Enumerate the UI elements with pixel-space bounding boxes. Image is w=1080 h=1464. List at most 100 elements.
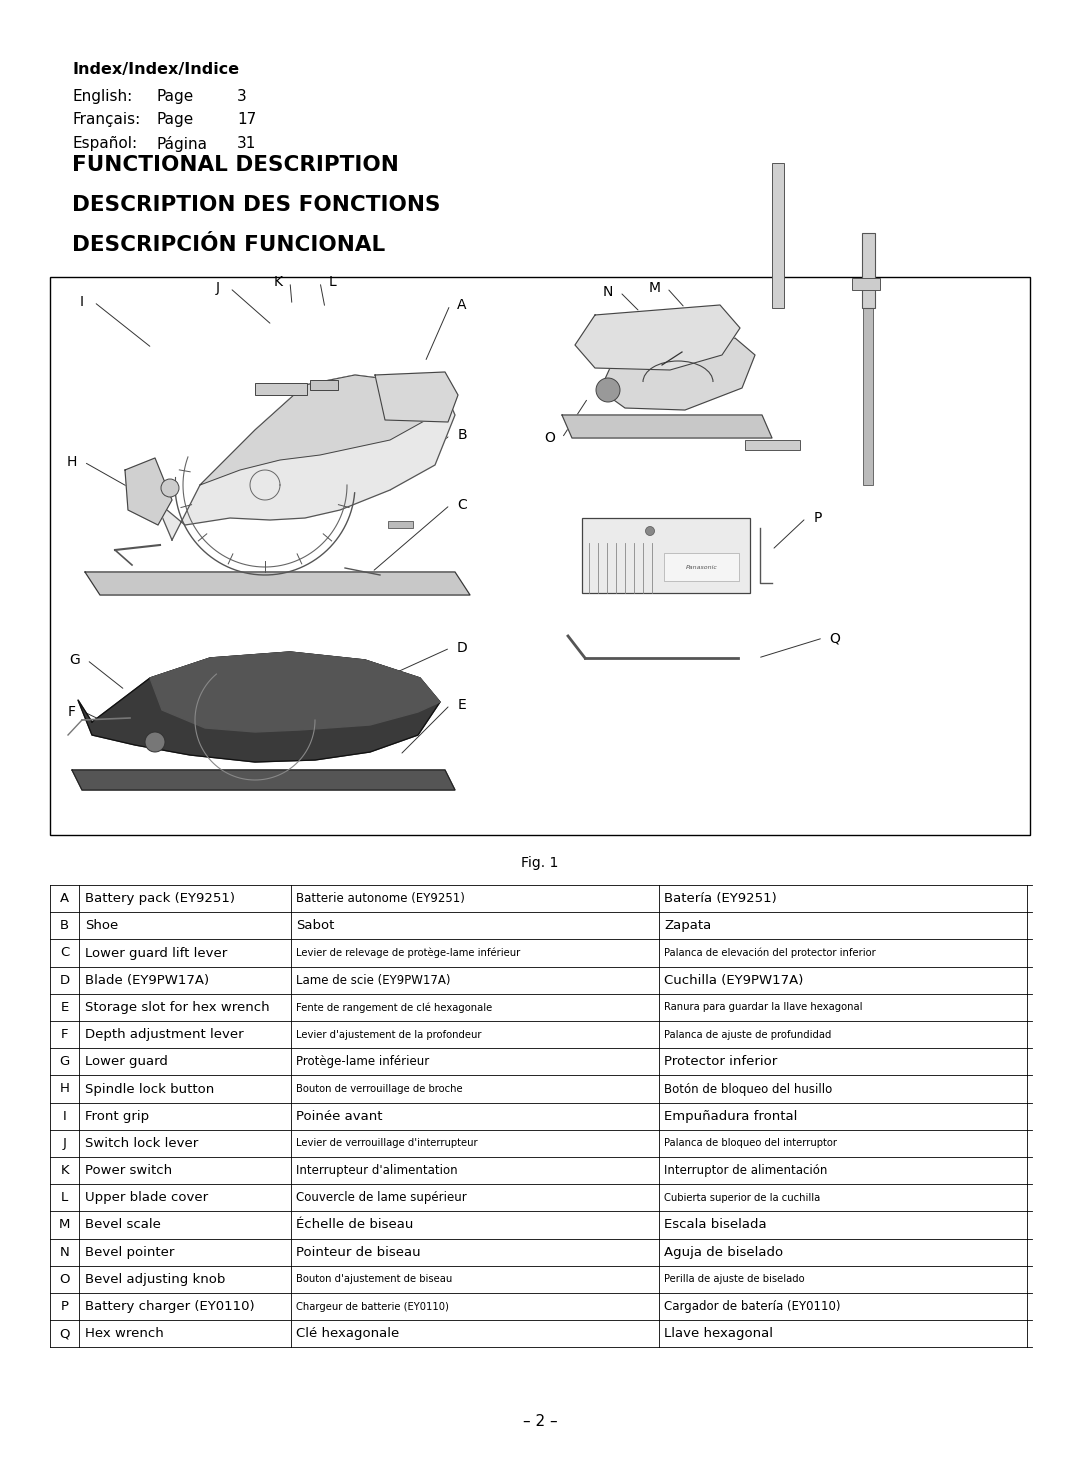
Text: Español:: Español: — [72, 136, 137, 151]
Text: Bevel pointer: Bevel pointer — [85, 1246, 174, 1259]
Text: Perilla de ajuste de biselado: Perilla de ajuste de biselado — [664, 1274, 805, 1284]
Text: L: L — [328, 275, 336, 288]
Polygon shape — [375, 372, 458, 422]
Text: G: G — [59, 1056, 70, 1069]
Polygon shape — [72, 770, 455, 791]
Text: G: G — [69, 653, 80, 668]
Text: Protège-lame inférieur: Protège-lame inférieur — [296, 1056, 430, 1069]
Text: H: H — [59, 1082, 70, 1095]
Text: DESCRIPCIÓN FUNCIONAL: DESCRIPCIÓN FUNCIONAL — [72, 236, 386, 255]
Text: – 2 –: – 2 – — [523, 1414, 557, 1429]
Bar — [255, 384, 307, 395]
Text: C: C — [457, 498, 467, 512]
Text: Battery charger (EY0110): Battery charger (EY0110) — [85, 1300, 255, 1313]
Bar — [388, 521, 413, 529]
Text: Battery pack (EY9251): Battery pack (EY9251) — [85, 892, 235, 905]
Text: E: E — [458, 698, 467, 712]
Text: J: J — [63, 1138, 67, 1149]
Text: Échelle de biseau: Échelle de biseau — [296, 1218, 414, 1231]
Circle shape — [646, 527, 654, 536]
Text: Batería (EY9251): Batería (EY9251) — [664, 892, 778, 905]
Text: Pointeur de biseau: Pointeur de biseau — [296, 1246, 421, 1259]
Text: I: I — [80, 296, 84, 309]
Text: Storage slot for hex wrench: Storage slot for hex wrench — [85, 1001, 270, 1015]
Text: Página: Página — [157, 136, 208, 151]
Bar — [582, 518, 750, 593]
Text: O: O — [544, 430, 555, 445]
Text: M: M — [59, 1218, 70, 1231]
Polygon shape — [150, 651, 440, 732]
Text: 31: 31 — [237, 136, 256, 151]
Polygon shape — [78, 651, 440, 761]
Text: Bouton d'ajustement de biseau: Bouton d'ajustement de biseau — [296, 1274, 453, 1284]
Text: Palanca de bloqueo del interruptor: Palanca de bloqueo del interruptor — [664, 1139, 837, 1148]
Text: Lower guard lift lever: Lower guard lift lever — [85, 947, 227, 959]
Text: Page: Page — [157, 88, 194, 104]
Text: Upper blade cover: Upper blade cover — [85, 1192, 208, 1205]
Text: K: K — [60, 1164, 69, 1177]
Text: A: A — [60, 892, 69, 905]
Text: 3: 3 — [237, 88, 246, 104]
Text: Page: Page — [157, 113, 194, 127]
Text: Poinée avant: Poinée avant — [296, 1110, 382, 1123]
Text: Ranura para guardar la llave hexagonal: Ranura para guardar la llave hexagonal — [664, 1003, 863, 1013]
Text: P: P — [60, 1300, 69, 1313]
Bar — [862, 233, 875, 307]
Text: Levier de relevage de protège-lame inférieur: Levier de relevage de protège-lame infér… — [296, 947, 521, 959]
Text: English:: English: — [72, 88, 132, 104]
Text: Palanca de elevación del protector inferior: Palanca de elevación del protector infer… — [664, 947, 876, 959]
Text: D: D — [59, 974, 70, 987]
Text: Bouton de verrouillage de broche: Bouton de verrouillage de broche — [296, 1083, 462, 1094]
Text: Palanca de ajuste de profundidad: Palanca de ajuste de profundidad — [664, 1029, 832, 1039]
Bar — [852, 278, 880, 290]
Text: Levier de verrouillage d'interrupteur: Levier de verrouillage d'interrupteur — [296, 1139, 477, 1148]
Text: D: D — [457, 641, 468, 654]
Polygon shape — [85, 572, 470, 594]
Text: Q: Q — [59, 1328, 70, 1341]
Text: Index/Index/Indice: Index/Index/Indice — [72, 61, 239, 78]
Text: L: L — [62, 1192, 68, 1205]
Text: DESCRIPTION DES FONCTIONS: DESCRIPTION DES FONCTIONS — [72, 195, 441, 215]
Text: E: E — [60, 1001, 69, 1015]
Polygon shape — [600, 338, 755, 410]
Text: H: H — [67, 455, 77, 468]
Text: Depth adjustment lever: Depth adjustment lever — [85, 1028, 244, 1041]
Text: B: B — [457, 427, 467, 442]
Text: Chargeur de batterie (EY0110): Chargeur de batterie (EY0110) — [296, 1301, 449, 1312]
Bar — [772, 163, 784, 307]
Text: Couvercle de lame supérieur: Couvercle de lame supérieur — [296, 1192, 467, 1205]
Text: F: F — [60, 1028, 68, 1041]
Text: Bevel scale: Bevel scale — [85, 1218, 161, 1231]
Polygon shape — [156, 375, 455, 540]
Polygon shape — [125, 458, 172, 526]
Bar — [50, 277, 1030, 834]
Bar — [863, 305, 873, 485]
Text: I: I — [63, 1110, 67, 1123]
Bar — [745, 441, 800, 449]
Text: Zapata: Zapata — [664, 919, 712, 933]
Text: Fig. 1: Fig. 1 — [522, 856, 558, 870]
Text: Blade (EY9PW17A): Blade (EY9PW17A) — [85, 974, 210, 987]
Text: Interruptor de alimentación: Interruptor de alimentación — [664, 1164, 827, 1177]
Circle shape — [145, 732, 165, 752]
Text: O: O — [59, 1272, 70, 1285]
Polygon shape — [575, 305, 740, 370]
Text: 17: 17 — [237, 113, 256, 127]
Text: Front grip: Front grip — [85, 1110, 149, 1123]
Text: Escala biselada: Escala biselada — [664, 1218, 767, 1231]
Text: Clé hexagonale: Clé hexagonale — [296, 1328, 400, 1341]
Text: Batterie autonome (EY9251): Batterie autonome (EY9251) — [296, 892, 465, 905]
Text: Aguja de biselado: Aguja de biselado — [664, 1246, 783, 1259]
Text: Panasonic: Panasonic — [686, 565, 717, 569]
Text: Français:: Français: — [72, 113, 140, 127]
Text: Fente de rangement de clé hexagonale: Fente de rangement de clé hexagonale — [296, 1003, 492, 1013]
Text: N: N — [59, 1246, 69, 1259]
Text: Lower guard: Lower guard — [85, 1056, 167, 1069]
Text: F: F — [68, 706, 76, 719]
Text: Cuchilla (EY9PW17A): Cuchilla (EY9PW17A) — [664, 974, 804, 987]
Text: Protector inferior: Protector inferior — [664, 1056, 778, 1069]
Text: Q: Q — [829, 631, 840, 646]
Text: C: C — [60, 947, 69, 959]
Polygon shape — [200, 375, 445, 485]
Text: Cubierta superior de la cuchilla: Cubierta superior de la cuchilla — [664, 1193, 821, 1203]
